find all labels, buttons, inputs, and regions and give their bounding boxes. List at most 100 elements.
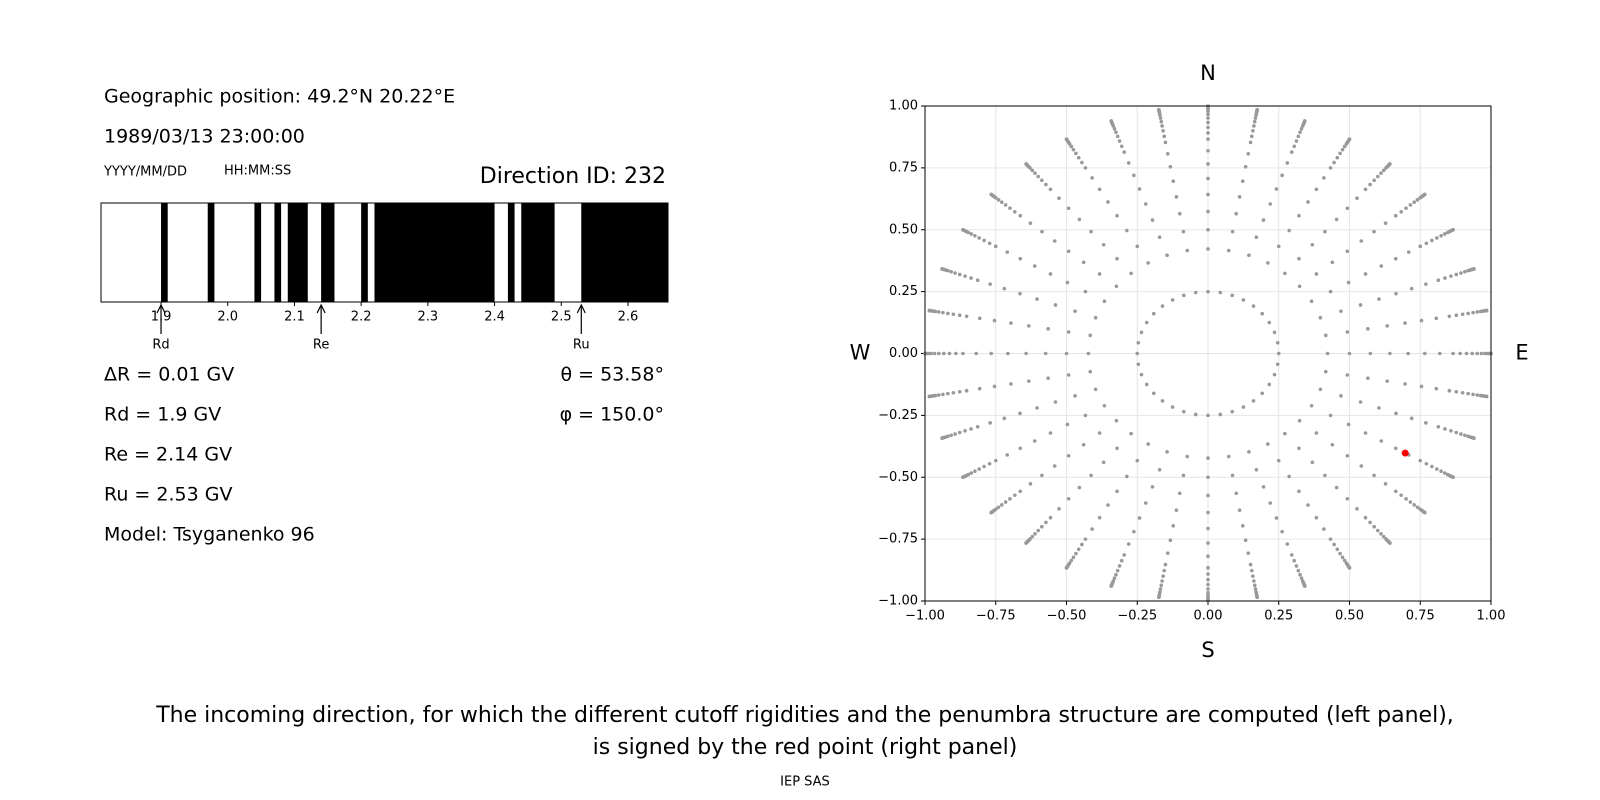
direction-point	[1314, 187, 1319, 192]
direction-point	[1151, 311, 1156, 316]
direction-point	[1339, 394, 1343, 398]
direction-point	[1310, 460, 1315, 465]
direction-point	[1355, 507, 1359, 511]
direction-point	[932, 351, 937, 356]
direction-point	[1251, 129, 1255, 133]
direction-point	[1323, 333, 1328, 338]
direction-point	[1253, 116, 1258, 120]
direction-point	[1119, 144, 1124, 149]
direction-point	[1024, 541, 1028, 545]
direction-point	[1283, 431, 1287, 436]
plot-frame	[924, 105, 1492, 602]
direction-point	[973, 469, 977, 473]
direction-point	[1048, 187, 1053, 192]
direction-point	[1158, 116, 1163, 120]
direction-point	[1069, 144, 1074, 149]
direction-point	[1115, 489, 1119, 494]
direction-point	[1077, 485, 1082, 490]
direction-point	[1000, 503, 1004, 507]
direction-point	[1053, 303, 1058, 307]
x-tick-label: 2.4	[484, 310, 505, 325]
direction-point	[992, 384, 997, 389]
direction-point	[1247, 253, 1251, 258]
caption: The incoming direction, for which the di…	[155, 703, 1454, 728]
direction-point	[1285, 161, 1290, 165]
direction-point	[1185, 454, 1190, 459]
y-tick-label: −1.00	[878, 594, 918, 609]
direction-point	[1234, 491, 1238, 496]
direction-point	[1247, 449, 1251, 454]
direction-point	[1234, 211, 1238, 216]
direction-point	[1388, 541, 1392, 545]
direction-point	[1328, 289, 1333, 294]
direction-point	[940, 436, 944, 440]
x-tick-label: 2.0	[217, 310, 238, 325]
direction-point	[1475, 351, 1479, 356]
direction-point	[1438, 351, 1442, 356]
direction-point	[1053, 400, 1058, 404]
direction-point	[957, 272, 962, 277]
direction-point	[1206, 526, 1210, 531]
direction-point	[1299, 127, 1304, 131]
direction-point	[1372, 524, 1376, 529]
direction-point	[1358, 400, 1363, 404]
direction-point	[1460, 390, 1465, 395]
direction-point	[989, 351, 994, 356]
direction-point	[989, 192, 994, 197]
direction-point	[1013, 493, 1017, 498]
direction-point	[1403, 382, 1407, 386]
direction-point	[1379, 532, 1383, 536]
direction-point	[1346, 280, 1351, 285]
direction-point	[1129, 271, 1133, 276]
direction-point	[1230, 473, 1235, 478]
forbidden-band	[321, 203, 335, 302]
x-tick-label: −1.00	[905, 609, 945, 624]
direction-point	[1151, 391, 1156, 396]
direction-point	[1206, 247, 1210, 251]
direction-point	[1251, 574, 1255, 578]
direction-point	[1206, 131, 1210, 135]
direction-point	[949, 433, 953, 438]
direction-point	[1143, 501, 1148, 505]
direction-point	[1230, 409, 1235, 414]
forbidden-band	[521, 203, 555, 302]
direction-point	[1424, 461, 1429, 466]
direction-point	[1008, 206, 1012, 210]
direction-point	[1193, 290, 1198, 295]
direction-point	[988, 282, 992, 286]
direction-point	[1170, 405, 1175, 409]
direction-point	[1340, 555, 1345, 560]
direction-point	[1306, 200, 1310, 204]
direction-point	[1160, 304, 1165, 308]
direction-point	[1314, 515, 1319, 520]
direction-point	[1276, 458, 1281, 463]
direction-point	[1383, 221, 1388, 225]
direction-point	[969, 276, 973, 280]
direction-point	[1439, 469, 1443, 473]
direction-point	[1266, 442, 1270, 446]
direction-point	[1458, 351, 1462, 356]
direction-point	[1112, 576, 1117, 580]
direction-point	[1335, 155, 1340, 160]
direction-point	[1003, 500, 1008, 504]
direction-point	[1035, 406, 1039, 410]
theta: θ = 53.58°	[560, 364, 664, 386]
marker-label: Rd	[152, 338, 169, 353]
direction-point	[951, 312, 956, 317]
forbidden-band	[361, 203, 368, 302]
direction-point	[1379, 439, 1384, 443]
direction-point	[1243, 164, 1248, 169]
forbidden-band	[287, 203, 308, 302]
y-tick-label: 0.25	[889, 284, 918, 299]
direction-point	[1065, 422, 1070, 427]
direction-point	[1393, 489, 1398, 494]
direction-point	[1393, 446, 1398, 451]
direction-point	[1484, 394, 1489, 399]
direction-point	[1253, 587, 1258, 591]
direction-point	[1089, 229, 1093, 234]
direction-point	[1043, 351, 1048, 356]
direction-point	[977, 236, 981, 240]
direction-point	[975, 425, 980, 429]
direction-point	[1412, 200, 1416, 204]
